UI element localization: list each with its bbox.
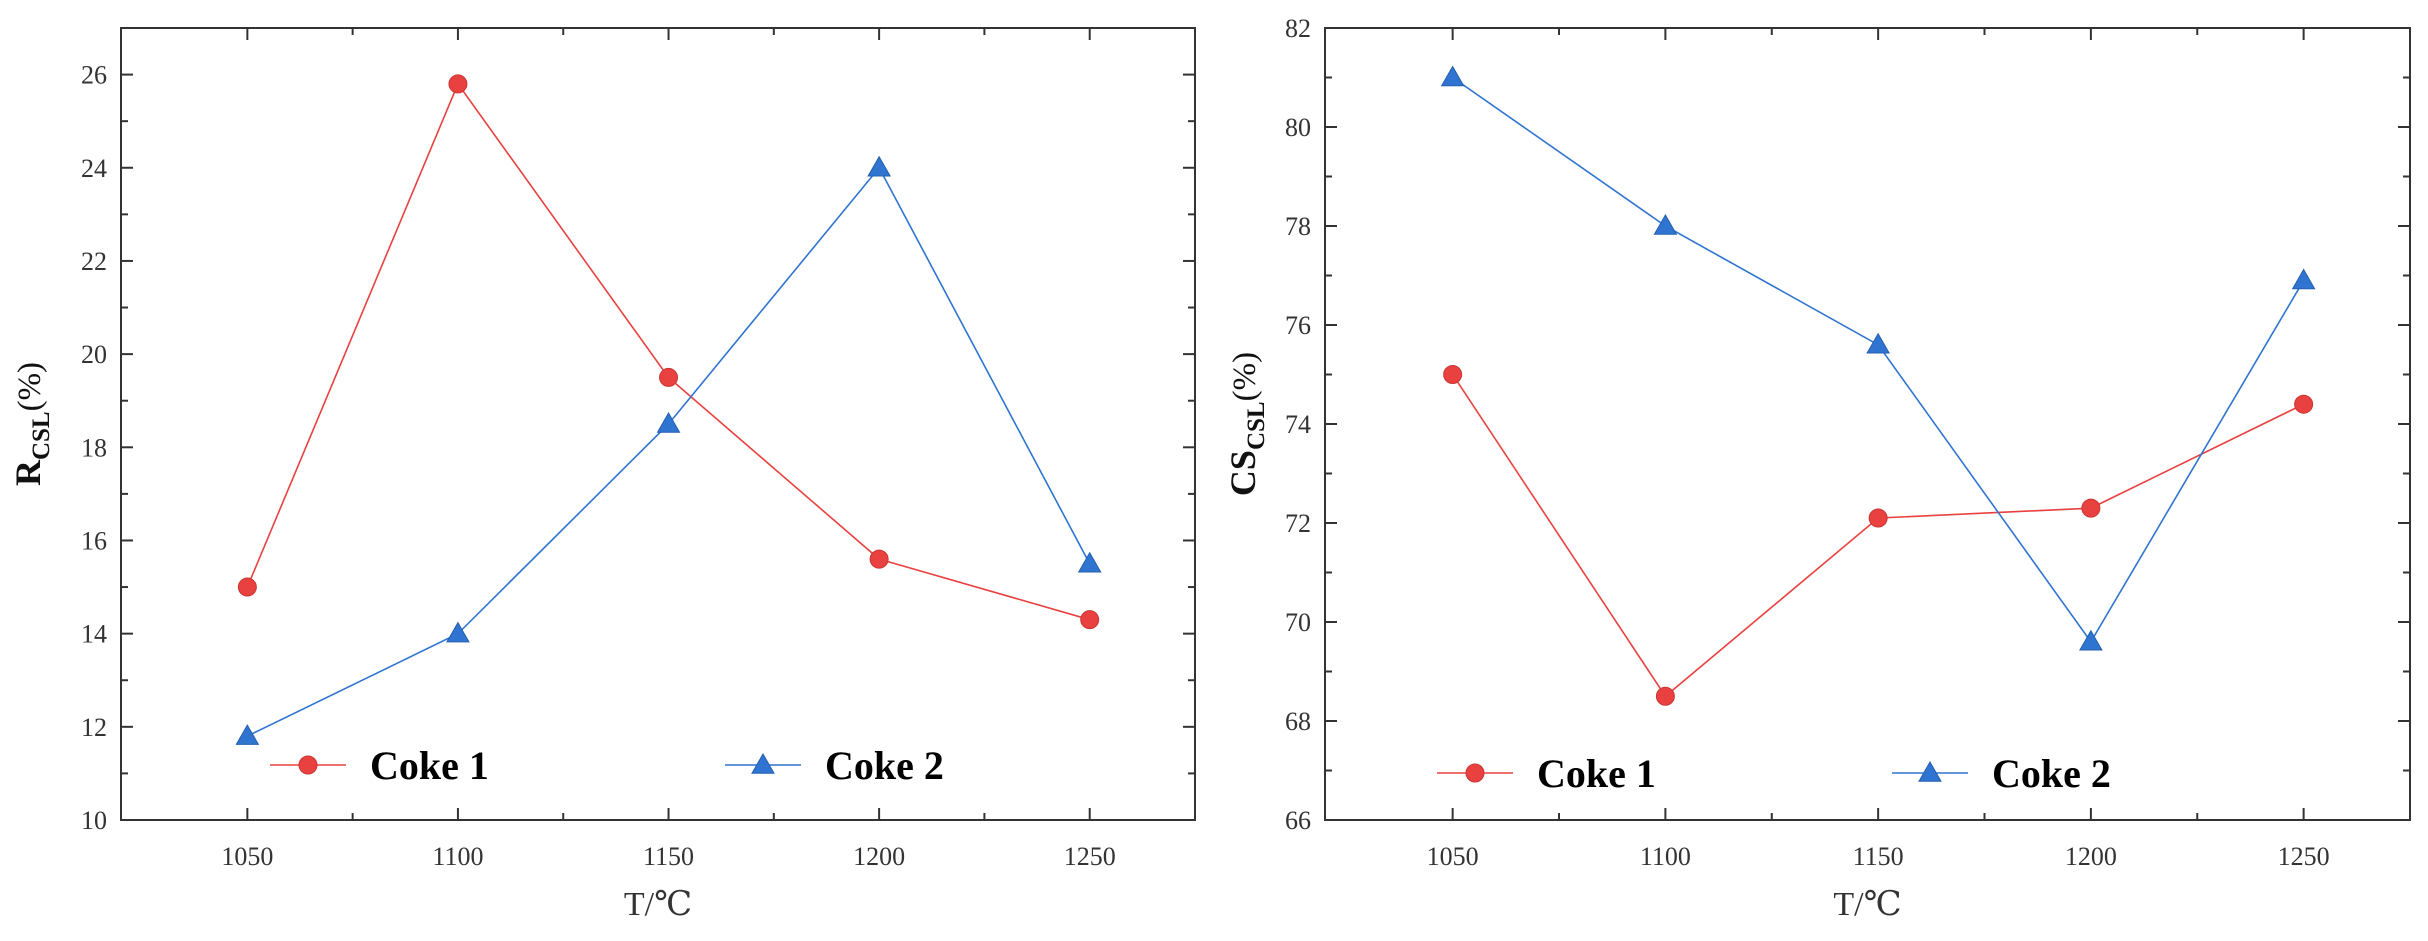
chart2-xtick-label: 1050 (1427, 842, 1479, 871)
chart1-ytick-label: 16 (81, 526, 107, 555)
chart1-coke-1-point (237, 577, 257, 597)
chart2-coke-1-point (1655, 686, 1675, 706)
chart2-coke-1-legend-marker (1465, 763, 1485, 783)
chart2-coke-1-point (2081, 498, 2101, 518)
chart1-y-axis-title-sub: CSL (28, 411, 55, 460)
chart1-coke-1-point (1080, 610, 1100, 630)
chart2-plot-frame (1324, 27, 2411, 821)
chart2-coke-2-point (1440, 65, 1465, 87)
chart2-coke-2-legend-marker (1918, 760, 1942, 782)
chart2-x-axis-title: T/℃ (1833, 886, 1901, 923)
chart1-coke-1-legend-marker (298, 755, 318, 775)
chart1-coke-1-point (448, 74, 468, 94)
chart2-coke-1-legend-label: Coke 1 (1537, 751, 1656, 796)
chart1-coke-2-point (1077, 551, 1102, 573)
chart2-y-axis-title-main: CS (1223, 450, 1263, 496)
chart1-coke-1-legend-label: Coke 1 (370, 743, 489, 788)
chart2-ytick-label: 78 (1285, 212, 1311, 241)
chart1-ytick-label: 20 (81, 340, 107, 369)
chart2-y-axis-title-unit: (%) (1227, 352, 1263, 401)
chart2-coke-2-point (1866, 332, 1891, 354)
chart1-coke-2-line (247, 166, 1091, 737)
chart2-coke-1-point (1868, 508, 1888, 528)
chart2-xtick-label: 1250 (2278, 842, 2330, 871)
chart1-ytick-label: 18 (81, 433, 107, 462)
chart2-xtick-label: 1150 (1853, 842, 1904, 871)
chart1-coke-2-point (235, 724, 260, 745)
chart2-coke-2-point (1653, 213, 1678, 235)
chart2-coke-2-line (1452, 76, 2305, 644)
chart2-coke-2-legend-label: Coke 2 (1992, 751, 2111, 796)
chart1-y-axis-title-unit: (%) (12, 362, 48, 411)
chart1-y-axis-title: RCSL(%) (8, 362, 55, 486)
chart2-coke-2-point (2291, 268, 2316, 290)
chart1-xtick-label: 1050 (221, 842, 273, 871)
chart2-panel: 66 68 70 72 74 76 78 80 82 1050 1100 1150 1200 1250 T/… (1223, 14, 2411, 923)
chart1-coke-2-point (446, 621, 470, 643)
chart1-y-axis-title-main: R (8, 459, 48, 486)
chart1-xtick-label: 1100 (432, 842, 483, 871)
chart2-coke-1-line (1451, 374, 2304, 698)
chart2-ytick-label: 68 (1285, 707, 1311, 736)
chart1-xtick-label: 1150 (643, 842, 694, 871)
chart1-panel: 10 12 14 16 18 20 22 24 26 1050 1100 1150 1200 1250 T/… (8, 27, 1196, 923)
chart2-ytick-label: 82 (1285, 14, 1311, 43)
chart1-ytick-label: 12 (81, 713, 107, 742)
chart1-coke-2-legend-marker (751, 752, 775, 774)
chart1-plot-frame (120, 27, 1196, 821)
chart1-coke-2-point (656, 411, 681, 433)
chart1-coke-2-point (867, 155, 891, 177)
chart1-x-axis-title: T/℃ (624, 886, 692, 923)
chart2-coke-1-point (1443, 365, 1463, 384)
chart2-ytick-label: 74 (1285, 410, 1311, 439)
chart2-coke-2-point (2079, 629, 2103, 651)
chart2-y-axis-title: CSCSL(%) (1223, 352, 1270, 496)
chart1-xtick-label: 1200 (853, 842, 905, 871)
chart1-ytick-label: 14 (81, 620, 107, 649)
chart1-ytick-label: 22 (81, 247, 107, 276)
chart1-coke-1-line (246, 82, 1090, 621)
chart1-xtick-label: 1250 (1064, 842, 1116, 871)
chart2-ytick-label: 70 (1285, 608, 1311, 637)
chart2-xtick-label: 1200 (2065, 842, 2117, 871)
chart2-y-axis-title-sub: CSL (1243, 401, 1270, 450)
chart2-ytick-label: 72 (1285, 509, 1311, 538)
chart1-ytick-label: 24 (81, 154, 107, 183)
chart1-coke-1-point (659, 367, 679, 387)
chart1-coke-2-legend-label: Coke 2 (825, 743, 944, 788)
chart2-ytick-label: 76 (1285, 311, 1311, 340)
chart2-ytick-label: 80 (1285, 113, 1311, 142)
chart1-coke-1-point (869, 549, 889, 569)
chart1-ytick-label: 26 (81, 61, 107, 90)
chart2-xtick-label: 1100 (1640, 842, 1691, 871)
chart2-coke-1-point (2294, 394, 2314, 414)
chart1-ytick-label: 10 (81, 806, 107, 835)
chart2-ytick-label: 66 (1285, 806, 1311, 835)
